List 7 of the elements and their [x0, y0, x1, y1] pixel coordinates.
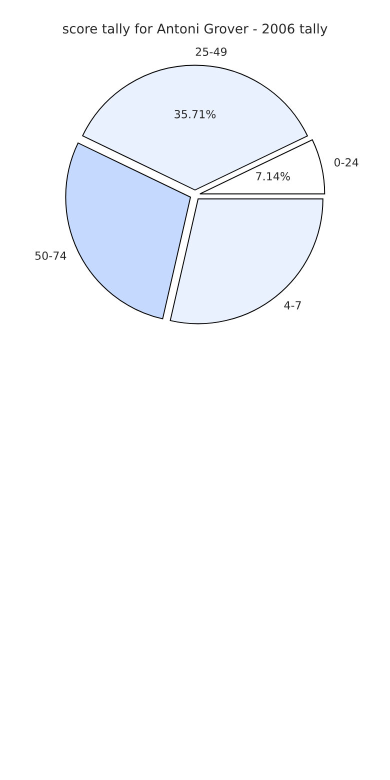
- slice-label: 0-24: [334, 158, 358, 167]
- slice-label: 50-74: [35, 251, 66, 260]
- slice-label: 4-7: [284, 301, 301, 310]
- chart-title: score tally for Antoni Grover - 2006 tally: [62, 23, 328, 36]
- data-label: 7.14%: [256, 172, 290, 180]
- data-label: 35.71%: [174, 110, 216, 118]
- slice-label: 25-49: [196, 48, 227, 56]
